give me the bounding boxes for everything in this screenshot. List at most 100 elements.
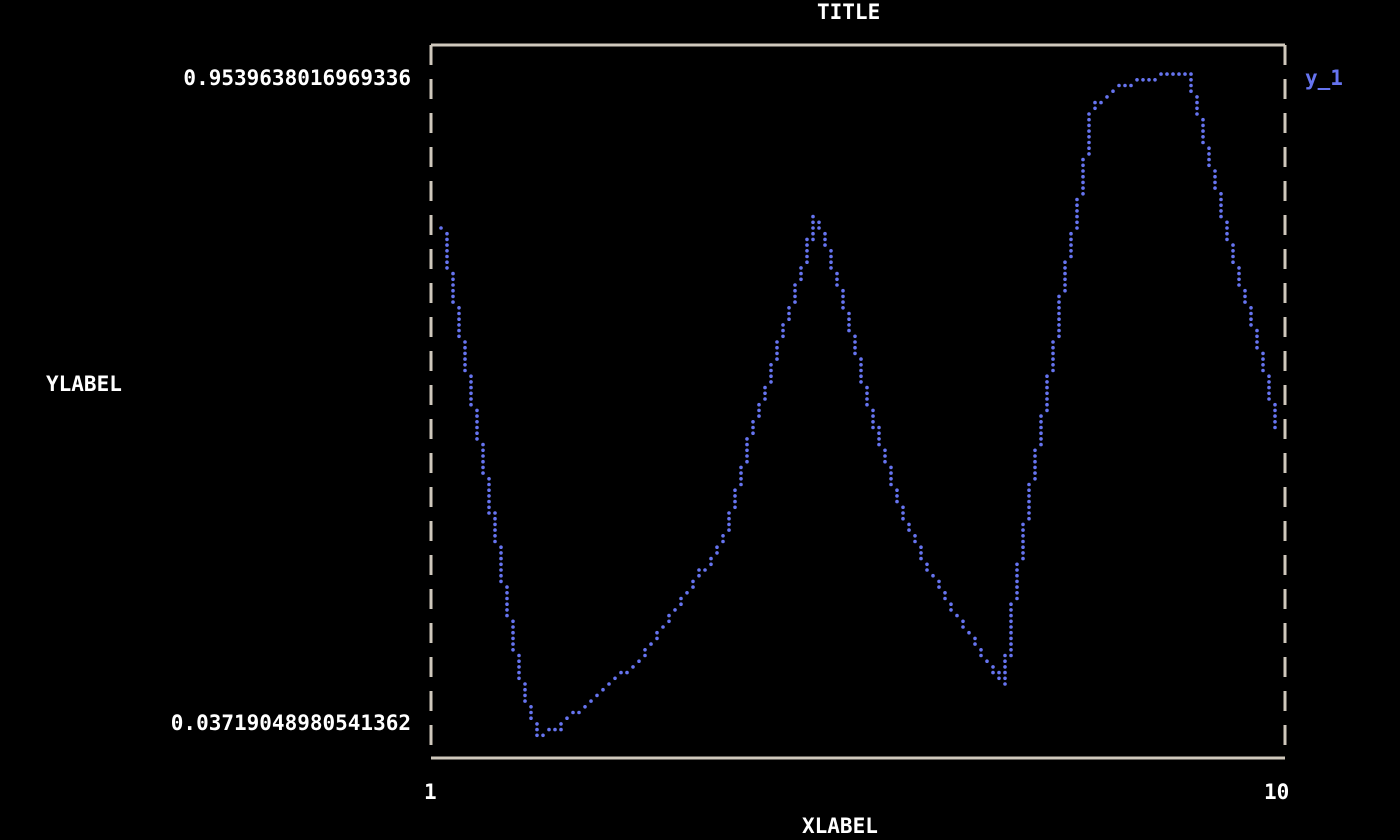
data-point (697, 568, 701, 572)
data-point (1063, 277, 1067, 282)
data-point (1021, 551, 1025, 555)
data-point (445, 243, 449, 247)
data-point (949, 608, 953, 612)
data-point (1021, 545, 1025, 549)
data-point (1039, 420, 1043, 424)
data-point (511, 630, 515, 635)
data-point (1213, 186, 1217, 190)
data-point (757, 414, 761, 418)
data-point (541, 733, 545, 738)
data-point (457, 311, 461, 316)
data-point (1015, 562, 1019, 567)
data-point (763, 391, 767, 396)
data-point (1201, 117, 1205, 122)
data-point (529, 705, 533, 709)
data-point (481, 459, 485, 464)
data-point (1015, 579, 1019, 584)
data-point (1207, 152, 1211, 156)
data-point (535, 722, 539, 726)
data-point (781, 323, 785, 327)
data-point (793, 300, 797, 304)
data-point (853, 345, 857, 350)
data-point (1009, 625, 1013, 629)
data-point (883, 454, 887, 458)
data-point (853, 340, 857, 344)
data-point (1033, 454, 1037, 458)
data-point (733, 505, 737, 510)
data-point (733, 499, 737, 504)
data-point (487, 494, 491, 498)
data-point (703, 568, 707, 572)
data-point (877, 442, 881, 447)
data-point (1069, 243, 1073, 247)
data-point (493, 528, 497, 532)
data-point (481, 465, 485, 470)
data-point (937, 585, 941, 589)
data-point (829, 249, 833, 253)
data-point (775, 351, 779, 356)
data-point (745, 442, 749, 447)
data-point (607, 682, 611, 686)
data-point (445, 254, 449, 259)
data-point (1111, 89, 1115, 93)
data-point (895, 488, 899, 493)
data-point (1099, 100, 1103, 105)
data-point (1033, 465, 1037, 470)
data-point (745, 437, 749, 441)
data-point (487, 499, 491, 504)
data-point (961, 619, 965, 624)
data-point (475, 420, 479, 424)
data-point (1261, 368, 1265, 373)
data-point (811, 220, 815, 225)
data-point (625, 670, 629, 675)
data-point (1009, 613, 1013, 618)
data-point (991, 665, 995, 669)
data-point (709, 556, 713, 561)
data-point (733, 494, 737, 498)
data-point (889, 471, 893, 475)
data-point (1189, 89, 1193, 93)
data-point (805, 243, 809, 247)
data-point (457, 334, 461, 339)
data-point (1045, 408, 1049, 413)
data-point (847, 311, 851, 316)
data-point (793, 294, 797, 299)
data-point (1273, 408, 1277, 413)
data-point (469, 374, 473, 379)
data-point (1123, 83, 1127, 88)
data-point (1213, 169, 1217, 173)
data-point (841, 288, 845, 293)
data-point (895, 499, 899, 504)
data-point (859, 357, 863, 361)
data-point (631, 665, 635, 669)
data-point (901, 511, 905, 515)
data-point (1033, 459, 1037, 464)
data-point (859, 374, 863, 379)
data-point (1081, 163, 1085, 168)
data-point (583, 705, 587, 709)
data-point (871, 425, 875, 430)
data-point (1141, 78, 1145, 82)
data-point (1003, 676, 1007, 681)
data-point (511, 625, 515, 629)
data-point (517, 653, 521, 658)
data-point (1027, 494, 1031, 498)
data-point (829, 254, 833, 259)
data-point (451, 271, 455, 276)
data-point (793, 283, 797, 287)
data-point (1027, 516, 1031, 521)
data-point (1087, 129, 1091, 133)
x-tick-min: 1 (424, 780, 437, 804)
data-point (775, 357, 779, 361)
data-point (715, 545, 719, 549)
data-point (499, 562, 503, 567)
data-point (493, 539, 497, 544)
data-point (1267, 397, 1271, 401)
data-point (1015, 596, 1019, 601)
data-point (769, 380, 773, 384)
data-point (469, 397, 473, 401)
data-point (841, 306, 845, 310)
data-point (1003, 659, 1007, 663)
data-point (877, 437, 881, 441)
data-point (457, 317, 461, 322)
